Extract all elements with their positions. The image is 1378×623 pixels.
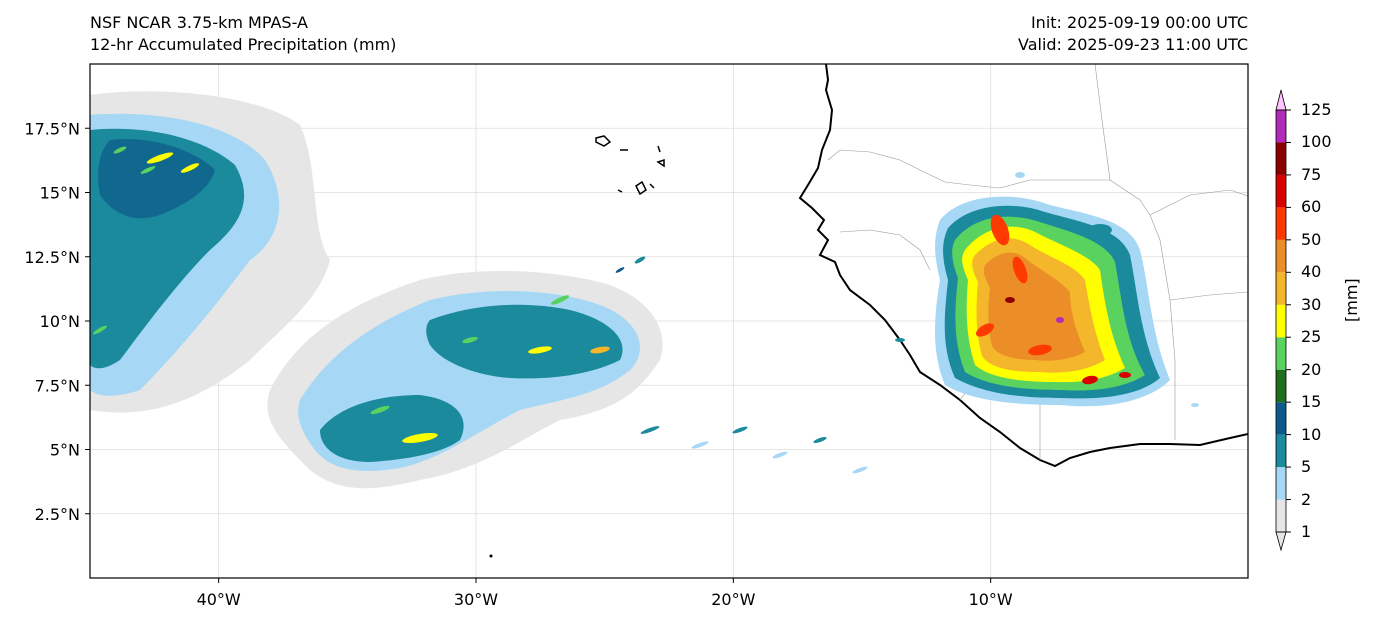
lon-tick-label: 40°W — [197, 590, 241, 609]
precip-scattered-cells — [615, 256, 868, 474]
lat-tick-label: 12.5°N — [24, 248, 80, 267]
colorbar-segment — [1276, 272, 1286, 305]
island-dot — [489, 554, 493, 558]
lat-tick-label: 17.5°N — [24, 119, 80, 138]
colorbar-level-label: 10 — [1301, 424, 1322, 444]
colorbar-segment — [1276, 110, 1286, 143]
colorbar-segment — [1276, 142, 1286, 175]
colorbar-level-label: 100 — [1301, 132, 1332, 152]
lat-tick-label: 7.5°N — [35, 376, 80, 395]
init-time: Init: 2025-09-19 00:00 UTC — [1030, 13, 1248, 32]
precip-nw-system — [90, 91, 330, 413]
valid-time: Valid: 2025-09-23 11:00 UTC — [1017, 35, 1248, 54]
colorbar-segment — [1276, 402, 1286, 435]
colorbar-level-label: 2 — [1301, 489, 1312, 509]
lat-ticks: 17.5°N 15°N 12.5°N 10°N 7.5°N 5°N 2.5°N — [24, 119, 90, 524]
colorbar-segment — [1276, 207, 1286, 240]
map-area — [90, 64, 1248, 578]
colorbar-level-label: 75 — [1301, 164, 1322, 184]
cape-verde-islands — [595, 135, 665, 196]
lat-tick-label: 15°N — [40, 184, 80, 203]
colorbar-units: [mm] — [1342, 278, 1361, 322]
colorbar-level-label: 60 — [1301, 197, 1322, 217]
colorbar-segment — [1276, 467, 1286, 500]
title-left: NSF NCAR 3.75-km MPAS-A 12-hr Accumulate… — [90, 12, 396, 56]
colorbar-level-label: 40 — [1301, 262, 1322, 282]
title-right: Init: 2025-09-19 00:00 UTC Valid: 2025-0… — [1018, 12, 1248, 56]
colorbar-frame — [1275, 109, 1287, 533]
lat-tick-label: 2.5°N — [35, 505, 80, 524]
colorbar-segment — [1276, 434, 1286, 468]
lon-tick-label: 10°W — [969, 590, 1013, 609]
colorbar-segment — [1276, 499, 1286, 532]
model-title: NSF NCAR 3.75-km MPAS-A — [90, 13, 308, 32]
colorbar-level-label: 1 — [1301, 522, 1312, 541]
precip-africa-scattered — [895, 172, 1199, 407]
lon-ticks: 40°W 30°W 20°W 10°W — [197, 578, 1013, 609]
colorbar-segment — [1276, 304, 1286, 338]
lon-tick-label: 30°W — [454, 590, 498, 609]
colorbar-level-label: 30 — [1301, 294, 1322, 314]
colorbar-segment — [1276, 174, 1286, 208]
lon-tick-label: 20°W — [711, 590, 755, 609]
coastline — [798, 64, 1248, 468]
colorbar — [1275, 89, 1291, 552]
colorbar-level-label: 15 — [1301, 392, 1322, 412]
colorbar-extend-max — [1275, 89, 1287, 111]
lat-tick-label: 10°N — [40, 312, 80, 331]
colorbar-level-label: 25 — [1301, 327, 1322, 347]
colorbar-segment — [1276, 239, 1286, 273]
lat-tick-label: 5°N — [50, 441, 80, 460]
colorbar-extend-min — [1275, 531, 1287, 552]
colorbar-segment — [1276, 337, 1286, 370]
colorbar-segment — [1276, 369, 1286, 403]
colorbar-level-label: 50 — [1301, 229, 1322, 249]
colorbar-level-label: 5 — [1301, 457, 1312, 477]
colorbar-level-label: 125 — [1301, 100, 1332, 119]
precip-central-system — [267, 270, 663, 489]
field-title: 12-hr Accumulated Precipitation (mm) — [90, 35, 397, 54]
precip-west-africa-system — [935, 196, 1170, 407]
colorbar-level-label: 20 — [1301, 359, 1322, 379]
